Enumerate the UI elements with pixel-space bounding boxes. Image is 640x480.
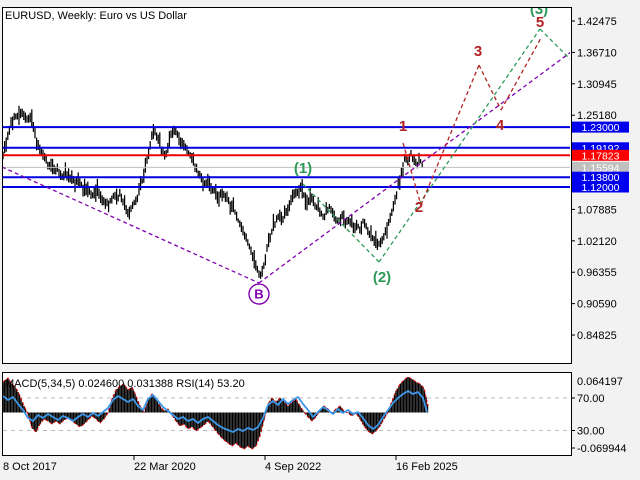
price-tick-label: 1.02120 <box>577 236 617 248</box>
rsi-line <box>3 390 428 433</box>
wave-label-B: B <box>254 287 263 302</box>
axes: 1.42475 1.36710 1.30945 1.25180 1.07885 1.021… <box>3 16 629 473</box>
macd-signal-line <box>3 376 429 450</box>
price-badge-1.13800 <box>572 171 629 183</box>
wave-label-4: 4 <box>496 117 505 134</box>
trendline-red-wave-2 <box>402 142 422 206</box>
indicator-scale-label: 0.064197 <box>577 376 623 388</box>
wave-label-(1): (1) <box>294 160 312 177</box>
trendline-wave-3-green <box>378 28 541 263</box>
indicator-scale-label: 70.00 <box>577 393 605 405</box>
time-label: 8 Oct 2017 <box>3 461 57 473</box>
price-tick-label: 1.36710 <box>577 47 617 59</box>
wave-label-3: 3 <box>474 43 482 60</box>
price-tick-label: 0.90590 <box>577 299 617 311</box>
chart-title: EURUSD, Weekly: Euro vs US Dollar <box>5 10 187 22</box>
macd-histogram <box>3 377 429 449</box>
wave-label-(3): (3) <box>530 1 548 18</box>
indicator-label: MACD(5,34,5) 0.024600 0.031388 RSI(14) 5… <box>5 378 245 390</box>
price-tick-label: 0.84825 <box>577 330 617 342</box>
indicator-scale-label: 30.00 <box>577 426 605 438</box>
main-chart-content: 1 2 3 4 5 (1) (2) (3) B <box>3 1 570 305</box>
time-label: 22 Mar 2020 <box>134 461 196 473</box>
price-tick-label: 1.30945 <box>577 79 617 91</box>
wave-label-1: 1 <box>399 118 407 135</box>
price-tick-label: 1.42475 <box>577 16 617 28</box>
indicator-content <box>3 376 570 450</box>
price-badge-1.15594 <box>572 161 629 173</box>
time-label: 16 Feb 2025 <box>396 461 458 473</box>
price-badge-1.23000 <box>572 121 629 133</box>
wave-label-(2): (2) <box>373 269 391 286</box>
indicator-scale-label: -0.069944 <box>577 443 627 455</box>
wave-label-5: 5 <box>536 14 544 31</box>
trendline-channel-up <box>258 51 570 284</box>
price-badge-label: 1.13800 <box>582 172 620 184</box>
price-badge-1.12000 <box>572 181 629 193</box>
candlestick-series <box>3 105 423 279</box>
trendline-red-wave-4 <box>478 64 502 111</box>
trendline-wave-4-green <box>539 28 570 60</box>
trendline-red-wave-3 <box>420 64 480 206</box>
price-badge-1.17823 <box>572 149 629 161</box>
time-label: 4 Sep 2022 <box>265 461 321 473</box>
wave-label-circle <box>248 283 270 305</box>
price-badge-label: 1.17823 <box>582 150 620 162</box>
price-badge-label: 1.12000 <box>582 182 620 194</box>
trendline-channel-down <box>3 166 260 284</box>
price-tick-label: 1.25180 <box>577 110 617 122</box>
price-badge-1.19192 <box>572 142 629 154</box>
price-tick-label: 0.96355 <box>577 267 617 279</box>
price-badge-label: 1.15594 <box>582 162 620 174</box>
price-badge-label: 1.23000 <box>582 122 620 134</box>
wave-label-2: 2 <box>415 199 423 216</box>
price-tick-label: 1.07885 <box>577 204 617 216</box>
